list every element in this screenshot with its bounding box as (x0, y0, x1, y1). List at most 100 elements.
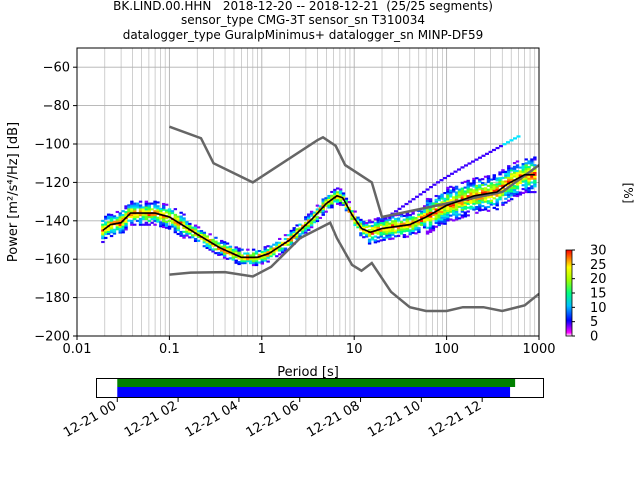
heatmap-cell (147, 216, 151, 219)
heatmap-cell (495, 146, 500, 150)
y-tick-label: −100 (34, 138, 70, 153)
heatmap-cell (475, 188, 479, 191)
heatmap-cell (498, 171, 502, 174)
heatmap-cell (260, 262, 265, 265)
heatmap-cell (533, 177, 537, 180)
heatmap-cell (289, 231, 294, 234)
heatmap-cell (170, 225, 175, 228)
heatmap-cell (512, 169, 517, 172)
heatmap-cell (193, 230, 198, 233)
heatmap-cell (463, 211, 467, 214)
coverage-bar (117, 379, 516, 387)
heatmap-cell (469, 188, 473, 191)
x-tick-label: 0.1 (159, 342, 180, 357)
heatmap-cell (524, 162, 528, 165)
heatmap-cell (350, 217, 354, 220)
heatmap-cell (359, 220, 363, 223)
heatmap-cell (454, 202, 459, 206)
heatmap-cell (521, 180, 525, 183)
heatmap-cell (353, 222, 357, 225)
y-axis: −200 −180 −160 −140 −120 −100 −80 −60 (34, 61, 77, 345)
heatmap-cell (425, 226, 430, 229)
heatmap-cell (164, 211, 169, 214)
heatmap-cell (425, 201, 430, 204)
heatmap-cell (469, 190, 473, 193)
heatmap-cell (402, 214, 407, 217)
heatmap-cell (404, 202, 409, 206)
heatmap-cell (309, 210, 314, 213)
heatmap-cell (524, 175, 528, 178)
heatmap-cell (263, 257, 267, 260)
heatmap-cell (298, 223, 302, 226)
heatmap-cell (101, 219, 105, 222)
heatmap-cell (127, 206, 131, 209)
heatmap-cell (524, 185, 528, 188)
heatmap-cell (509, 188, 514, 191)
heatmap-cell (507, 188, 511, 191)
colorbar-tick-label: 5 (590, 315, 598, 330)
heatmap-cell (396, 227, 401, 230)
heatmap-cell (121, 210, 125, 213)
heatmap-cell (278, 249, 282, 252)
heatmap-cell (205, 241, 209, 244)
heatmap-cell (214, 240, 218, 243)
heatmap-cell (118, 229, 122, 232)
heatmap-cell (133, 202, 137, 205)
heatmap-cell (417, 229, 421, 232)
heatmap-cell (138, 219, 143, 222)
heatmap-cell (341, 196, 346, 199)
heatmap-cell (472, 177, 476, 180)
heatmap-cell (405, 212, 409, 215)
heatmap-cell (437, 218, 441, 221)
heatmap-cell (420, 223, 424, 226)
heatmap-cell (425, 217, 430, 220)
heatmap-cell (373, 227, 378, 230)
heatmap-cell (292, 230, 296, 234)
heatmap-cell (399, 232, 404, 235)
chart-title-line-1: BK.LIND.00.HHN 2018-12-20 -- 2018-12-21 … (113, 0, 493, 13)
heatmap-cell (208, 233, 212, 236)
heatmap-cell (217, 244, 221, 247)
heatmap-cell (263, 246, 267, 249)
heatmap-cell (318, 207, 323, 210)
heatmap-cell (324, 201, 328, 204)
heatmap-cell (451, 207, 456, 210)
heatmap-cell (464, 164, 469, 167)
heatmap-cell (507, 178, 511, 181)
heatmap-cell (422, 220, 427, 223)
heatmap-cell (533, 173, 537, 176)
heatmap-cell (193, 237, 198, 241)
heatmap-cell (127, 208, 131, 211)
heatmap-cell (507, 199, 511, 202)
heatmap-cell (451, 213, 456, 216)
heatmap-cell (501, 184, 505, 187)
heatmap-cell (173, 217, 178, 220)
heatmap-cell (463, 196, 467, 199)
coverage-tick-label: 12-21 00 (61, 398, 119, 440)
heatmap-cell (101, 237, 105, 240)
heatmap-cell (437, 212, 441, 215)
heatmap-cell (135, 219, 140, 222)
heatmap-cell (512, 190, 517, 193)
heatmap-cell (504, 197, 508, 200)
heatmap-cell (521, 164, 525, 168)
heatmap-cell (478, 156, 483, 159)
heatmap-cell (418, 193, 423, 196)
heatmap-cell (472, 202, 476, 205)
heatmap-cell (507, 174, 511, 177)
heatmap-cell (211, 250, 215, 253)
heatmap-cell (417, 230, 421, 234)
heatmap-cell (324, 199, 328, 202)
heatmap-cell (515, 166, 520, 169)
heatmap-cell (269, 253, 273, 256)
heatmap-cell (176, 229, 180, 232)
heatmap-cell (533, 175, 537, 178)
heatmap-cell (109, 219, 114, 222)
heatmap-cell (301, 230, 305, 233)
heatmap-cell (359, 218, 363, 221)
heatmap-cell (130, 206, 134, 209)
heatmap-cell (179, 215, 183, 218)
heatmap-cell (118, 220, 122, 223)
heatmap-cell (509, 192, 514, 195)
